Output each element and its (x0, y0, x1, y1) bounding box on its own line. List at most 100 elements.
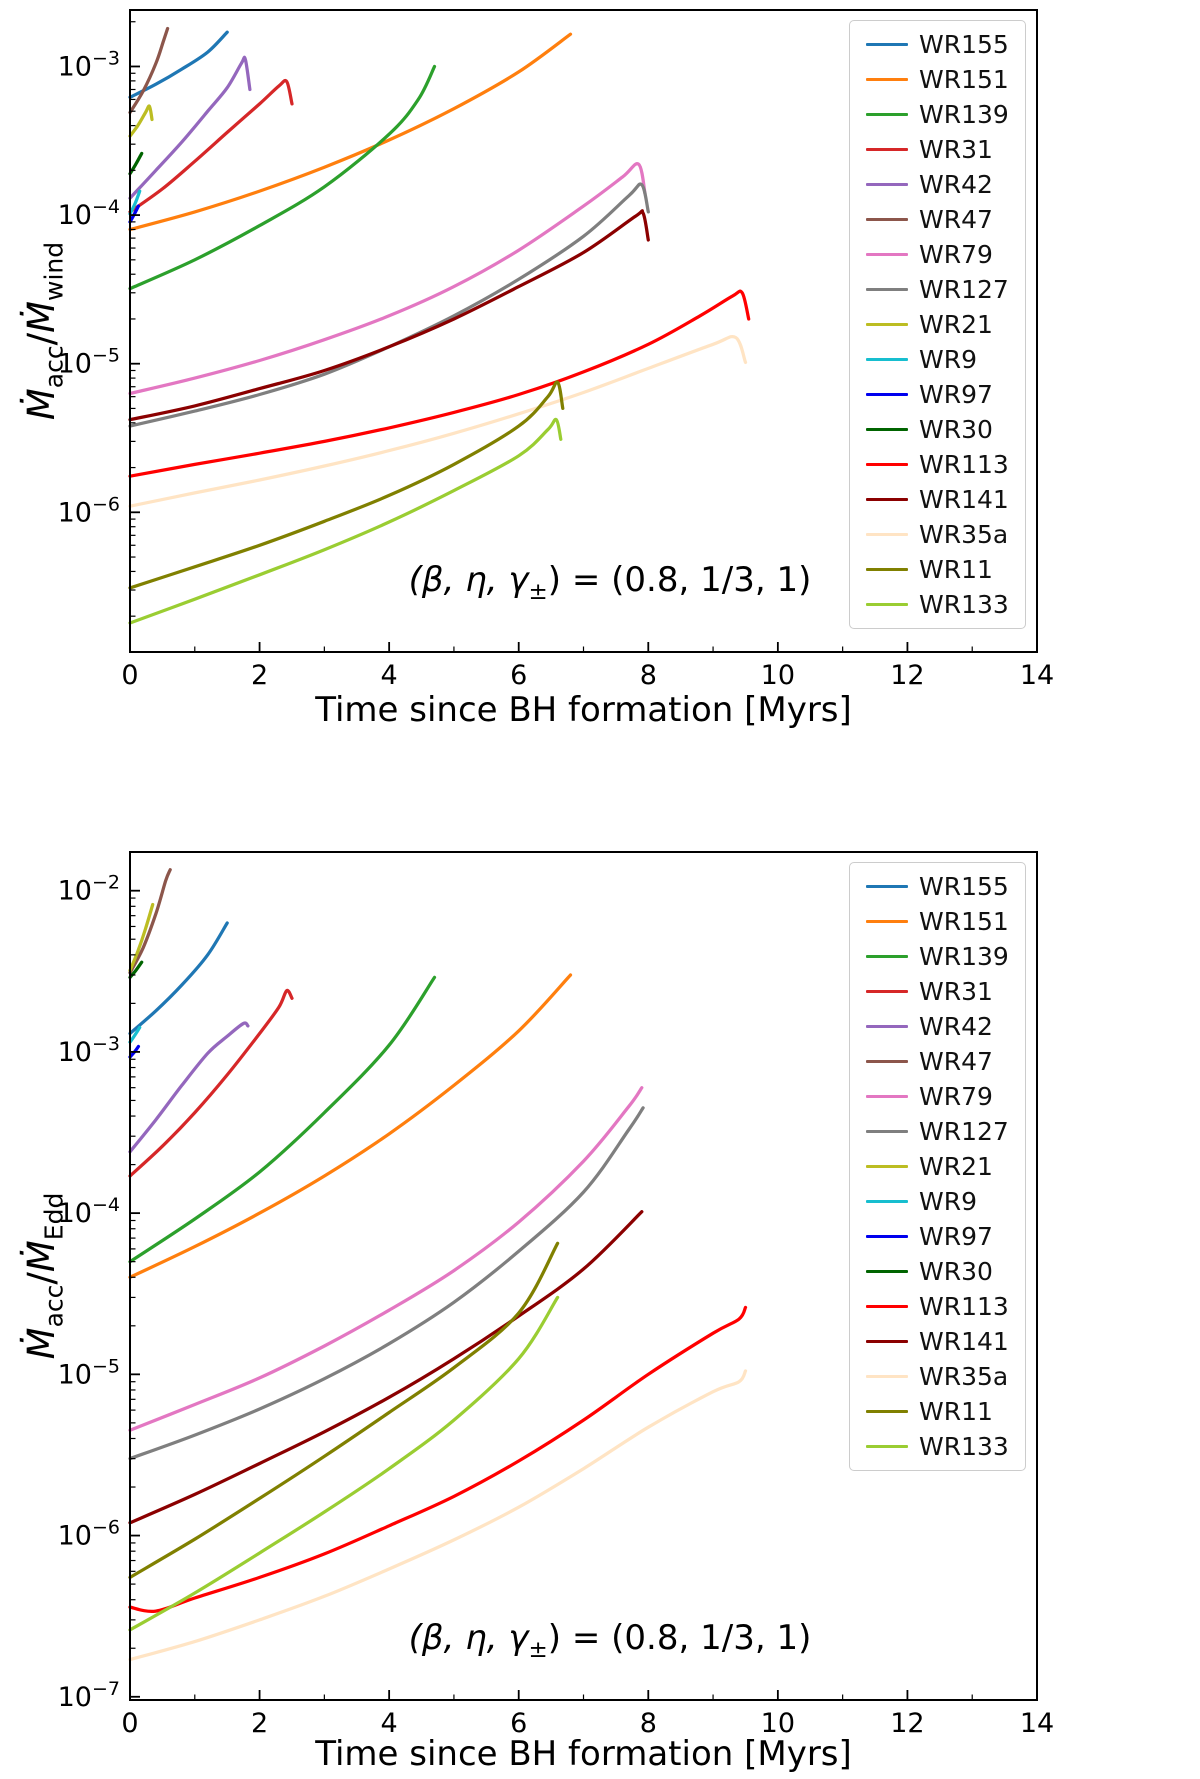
ylabel-sub-acc: acc (39, 1284, 69, 1328)
x-tick-label: 6 (510, 660, 527, 691)
legend-label: WR9 (919, 345, 977, 374)
y-axis-ticks: 10−710−610−510−410−310−2 (58, 872, 140, 1713)
legend-line-swatch (866, 182, 908, 187)
legend-line-swatch (866, 1024, 908, 1029)
series-line-WR11 (128, 380, 565, 590)
series-line-WR11 (128, 1241, 560, 1580)
x-tick-label: 8 (640, 660, 657, 691)
legend-label: WR133 (919, 1432, 1009, 1461)
series-line-WR35a (128, 334, 748, 508)
series-line-WR127 (128, 182, 650, 428)
legend-label: WR141 (919, 1327, 1009, 1356)
y-axis-label-top: Ṁacc/Ṁwind (17, 131, 69, 531)
y-tick-label: 10−3 (58, 47, 120, 82)
legend-label: WR79 (919, 1082, 993, 1111)
legend-line-swatch (866, 357, 908, 362)
legend-label: WR151 (919, 907, 1009, 936)
series-line-WR79 (128, 162, 647, 396)
legend-line-swatch (866, 392, 908, 397)
legend-line-swatch (866, 1409, 908, 1414)
legend-item-WR155: WR155 (854, 869, 1021, 904)
legend-item-WR79: WR79 (854, 1079, 1021, 1114)
series-line-WR113 (128, 1305, 748, 1614)
series-line-WR151 (128, 973, 573, 1279)
x-axis-ticks: 0 2 4 6 8 10 12 14 (121, 1690, 1054, 1739)
x-tick-label: 4 (381, 1708, 398, 1739)
series-line-WR21 (128, 902, 155, 973)
legend-line-swatch (866, 532, 908, 537)
y-tick-label: 10−6 (58, 1517, 120, 1552)
legend-label: WR31 (919, 135, 993, 164)
series-line-WR79 (128, 1086, 644, 1432)
legend-label: WR155 (919, 30, 1009, 59)
ylabel-sub-wind: wind (39, 241, 69, 301)
annotation-values: ) = (0.8, 1/3, 1) (547, 560, 812, 600)
legend-label: WR113 (919, 450, 1009, 479)
legend-label: WR30 (919, 1257, 993, 1286)
ylabel-slash: / (20, 1272, 63, 1285)
legend-item-WR97: WR97 (854, 377, 1021, 412)
x-tick-label: 12 (890, 660, 924, 691)
legend-item-WR31: WR31 (854, 132, 1021, 167)
legend-item-WR113: WR113 (854, 1289, 1021, 1324)
legend-line-swatch (866, 322, 908, 327)
plot-frame (129, 9, 1038, 653)
series-line-WR155 (128, 30, 229, 99)
y-tick-label: 10−4 (58, 1194, 120, 1229)
legend-item-WR35a: WR35a (854, 517, 1021, 552)
series-line-WR133 (128, 417, 563, 625)
legend-line-swatch (866, 567, 908, 572)
legend-bottom: WR155 WR151 WR139 WR31 WR42 WR47 WR79 WR127 WR21… (849, 862, 1026, 1471)
legend-line-swatch (866, 1094, 908, 1099)
legend-line-swatch (866, 1444, 908, 1449)
legend-item-WR141: WR141 (854, 1324, 1021, 1359)
legend-label: WR97 (919, 1222, 993, 1251)
legend-item-WR133: WR133 (854, 1429, 1021, 1464)
annotation-greek: (β, η, γ (408, 560, 529, 600)
legend-line-swatch (866, 1269, 908, 1274)
legend-label: WR133 (919, 590, 1009, 619)
series-line-WR42 (128, 1021, 250, 1154)
legend-label: WR35a (919, 1362, 1009, 1391)
legend-label: WR11 (919, 555, 993, 584)
series-line-WR35a (128, 1369, 748, 1662)
legend-line-swatch (866, 1059, 908, 1064)
annotation-pm-sub: ± (528, 578, 548, 605)
legend-label: WR42 (919, 1012, 993, 1041)
series-line-WR42 (128, 55, 252, 200)
legend-label: WR97 (919, 380, 993, 409)
legend-line-swatch (866, 252, 908, 257)
x-tick-label: 14 (1020, 1708, 1054, 1739)
legend-line-swatch (866, 884, 908, 889)
legend-item-WR11: WR11 (854, 1394, 1021, 1429)
ylabel-slash: / (20, 332, 63, 346)
series-line-WR133 (128, 1295, 560, 1632)
legend-item-WR139: WR139 (854, 939, 1021, 974)
x-tick-label: 0 (121, 1708, 138, 1739)
legend-item-WR127: WR127 (854, 1114, 1021, 1149)
legend-item-WR113: WR113 (854, 447, 1021, 482)
series-lines (128, 868, 748, 1662)
legend-line-swatch (866, 427, 908, 432)
legend-item-WR42: WR42 (854, 167, 1021, 202)
legend-line-swatch (866, 112, 908, 117)
legend-item-WR21: WR21 (854, 307, 1021, 342)
legend-label: WR47 (919, 205, 993, 234)
legend-item-WR127: WR127 (854, 272, 1021, 307)
legend-item-WR141: WR141 (854, 482, 1021, 517)
legend-line-swatch (866, 77, 908, 82)
legend-item-WR31: WR31 (854, 974, 1021, 1009)
legend-item-WR35a: WR35a (854, 1359, 1021, 1394)
legend-item-WR133: WR133 (854, 587, 1021, 622)
ylabel-mdot: Ṁ (20, 388, 63, 421)
series-line-WR113 (128, 289, 751, 478)
legend-item-WR155: WR155 (854, 27, 1021, 62)
y-tick-label: 10−7 (58, 1678, 120, 1713)
series-line-WR30 (128, 151, 144, 176)
legend-line-swatch (866, 1304, 908, 1309)
legend-line-swatch (866, 462, 908, 467)
series-line-WR9 (128, 1025, 142, 1044)
